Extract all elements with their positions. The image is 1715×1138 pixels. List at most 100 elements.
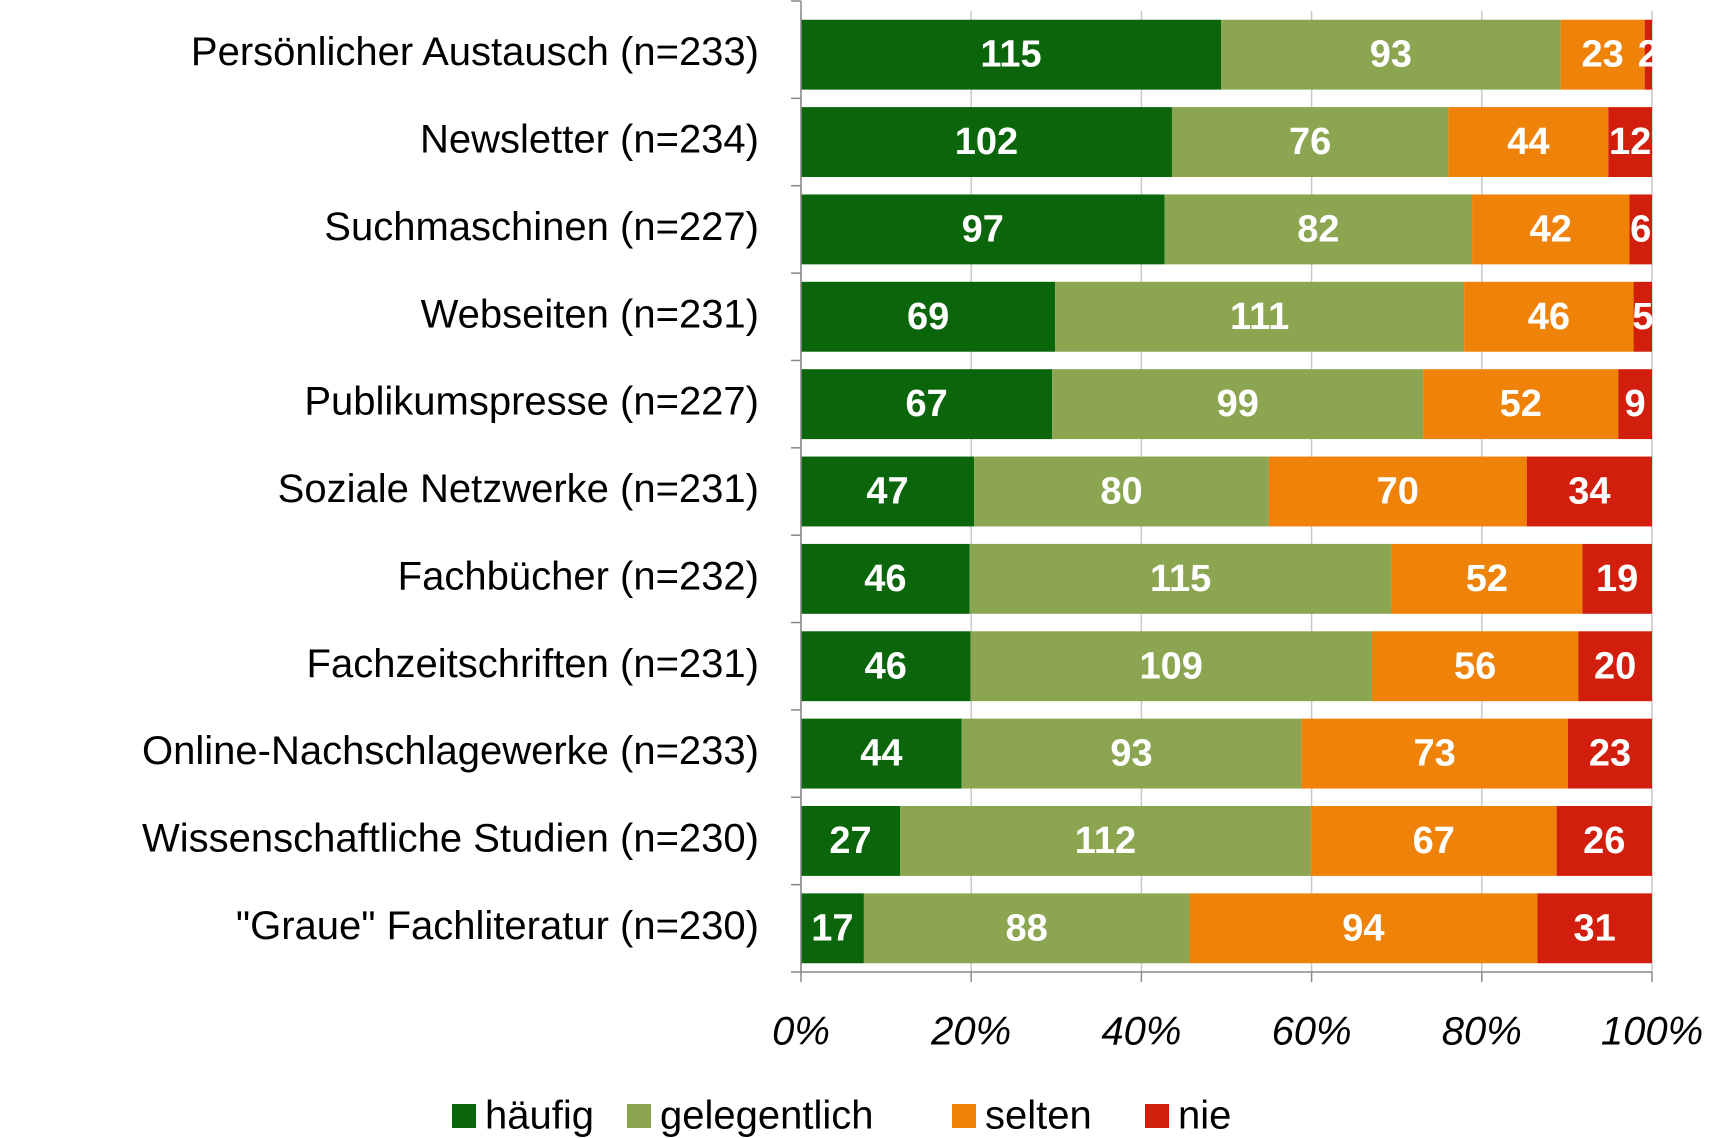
bar-segment: [1537, 893, 1652, 964]
bar-segment: [801, 456, 975, 527]
data-label: 46: [864, 558, 906, 600]
x-tick-label: 100%: [1601, 1010, 1703, 1054]
legend-label: nie: [1178, 1094, 1231, 1138]
bar-segment: [1171, 107, 1449, 177]
data-label: 27: [829, 820, 871, 862]
bar-segment: [1560, 19, 1645, 90]
data-label: 12: [1609, 121, 1651, 163]
bar-segment: [1633, 281, 1652, 352]
bar-segment: [1221, 19, 1561, 90]
category-label: Suchmaschinen (n=227): [324, 205, 759, 249]
bar-segment: [1268, 456, 1527, 527]
bar-segment: [1391, 543, 1583, 614]
data-label: 69: [907, 296, 949, 338]
data-label: 67: [905, 383, 947, 425]
category-label: Webseiten (n=231): [421, 292, 759, 336]
bar-segment: [1052, 369, 1424, 440]
bar-segment: [1629, 194, 1652, 265]
bar-segment: [961, 718, 1302, 789]
bar-segment: [1608, 107, 1652, 177]
bar-segment: [1423, 369, 1619, 440]
x-tick-label: 20%: [930, 1010, 1011, 1054]
data-label: 47: [866, 471, 908, 513]
data-label: 70: [1377, 471, 1419, 513]
data-label: 9: [1625, 383, 1646, 425]
legend-label: selten: [985, 1094, 1092, 1138]
bar-segment: [801, 718, 962, 789]
bar-segment: [801, 281, 1056, 352]
bar-segment: [1448, 107, 1609, 177]
bar-segment: [1472, 194, 1630, 265]
data-label: 46: [1528, 296, 1570, 338]
data-label: 111: [1230, 296, 1289, 338]
data-label: 44: [1507, 121, 1549, 163]
data-label: 88: [1006, 907, 1048, 949]
data-label: 2: [1638, 34, 1659, 76]
data-label: 82: [1297, 208, 1339, 250]
legend-label: gelegentlich: [660, 1094, 874, 1138]
data-label: 67: [1413, 820, 1455, 862]
bar-segment: [1567, 718, 1652, 789]
data-label: 19: [1596, 558, 1638, 600]
category-label: Fachzeitschriften (n=231): [307, 642, 759, 686]
data-label: 31: [1574, 907, 1616, 949]
data-label: 112: [1075, 820, 1136, 862]
bar-segment: [801, 194, 1165, 265]
category-label: Soziale Netzwerke (n=231): [278, 467, 759, 511]
data-label: 109: [1140, 645, 1203, 687]
bar-segment: [1618, 369, 1652, 440]
bar-segment: [970, 631, 1373, 702]
bar-segment: [1055, 281, 1465, 352]
data-label: 56: [1454, 645, 1496, 687]
data-label: 42: [1530, 208, 1572, 250]
data-label: 23: [1582, 34, 1624, 76]
category-label: Persönlicher Austausch (n=233): [191, 30, 759, 74]
bar-segment: [974, 456, 1269, 527]
bar-segment: [1372, 631, 1579, 702]
data-label: 115: [980, 34, 1041, 76]
data-label: 23: [1589, 733, 1631, 775]
bar-segment: [1582, 543, 1652, 614]
x-tick-label: 40%: [1101, 1010, 1181, 1054]
category-label: Newsletter (n=234): [420, 118, 759, 162]
legend-swatch: [627, 1104, 651, 1128]
category-label: Wissenschaftliche Studien (n=230): [142, 817, 759, 861]
data-label: 26: [1583, 820, 1625, 862]
data-label: 52: [1500, 383, 1542, 425]
data-label: 99: [1217, 383, 1259, 425]
bar-segment: [1464, 281, 1634, 352]
bar-segment: [801, 631, 971, 702]
bar-segment: [900, 806, 1311, 876]
bar-segment: [801, 19, 1222, 90]
data-label: 97: [962, 208, 1004, 250]
category-label: "Graue" Fachliteratur (n=230): [236, 904, 759, 948]
legend-label: häufig: [485, 1094, 594, 1138]
bar-segment: [1526, 456, 1652, 527]
data-label: 80: [1100, 471, 1142, 513]
bar-segment: [1189, 893, 1538, 964]
data-label: 93: [1110, 733, 1152, 775]
bar-segment: [1644, 19, 1652, 90]
x-tick-label: 0%: [772, 1010, 830, 1054]
bar-segment: [801, 806, 901, 876]
data-label: 52: [1466, 558, 1508, 600]
data-label: 20: [1594, 645, 1636, 687]
legend-swatch: [952, 1104, 976, 1128]
x-tick-label: 60%: [1272, 1010, 1352, 1054]
category-label: Online-Nachschlagewerke (n=233): [142, 729, 759, 773]
bar-segment: [1556, 806, 1652, 876]
data-label: 44: [860, 733, 902, 775]
bar-segment: [1578, 631, 1652, 702]
data-label: 115: [1150, 558, 1211, 600]
category-label: Publikumspresse (n=227): [304, 380, 759, 424]
data-label: 94: [1342, 907, 1384, 949]
data-label: 73: [1414, 733, 1456, 775]
bar-segment: [1164, 194, 1473, 265]
legend-swatch: [452, 1104, 476, 1128]
bar-segment: [801, 893, 864, 964]
category-label: Fachbücher (n=232): [398, 554, 759, 598]
data-label: 102: [955, 121, 1018, 163]
data-label: 5: [1632, 296, 1653, 338]
legend-swatch: [1145, 1104, 1169, 1128]
